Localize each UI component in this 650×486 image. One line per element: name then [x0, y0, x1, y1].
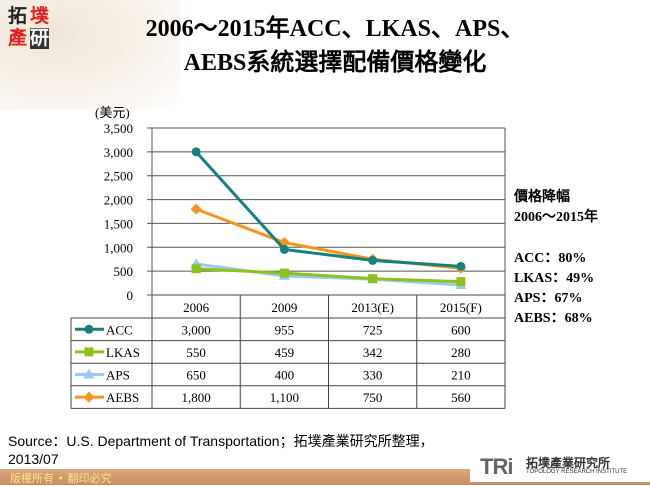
notes-item: LKAS：49% — [514, 271, 595, 286]
data-point-acc — [279, 244, 289, 254]
price-drop-notes: 價格降幅 2006～2015年 ACC：80% LKAS：49% APS：67%… — [514, 188, 598, 329]
logo-char: 產 — [8, 27, 28, 49]
legend-label: LKAS — [106, 345, 140, 360]
brand-mark: TRi — [480, 454, 513, 479]
logo-char: 墣 — [30, 5, 50, 27]
source-note: Source：U.S. Department of Transportation… — [8, 432, 434, 468]
table-cell: 560 — [451, 390, 471, 405]
table-cell: 1,800 — [182, 390, 211, 405]
data-point-acc — [191, 147, 201, 157]
legend-marker-aps — [83, 368, 95, 379]
table-cell: 1,100 — [270, 390, 299, 405]
legend-label: ACC — [106, 322, 133, 337]
notes-period: 2006～2015年 — [514, 210, 598, 225]
x-tick-label: 2006 — [183, 300, 210, 315]
y-tick-label: 3,500 — [104, 121, 133, 136]
background-map — [0, 0, 180, 110]
data-point-lkas — [191, 264, 201, 274]
series-line-lkas — [196, 267, 461, 284]
x-tick-label: 2009 — [271, 300, 297, 315]
table-cell: 330 — [363, 368, 383, 383]
table-cell: 400 — [275, 368, 295, 383]
page-title: 2006～2015年ACC、LKAS、APS、 AEBS系統選擇配備價格變化 — [90, 12, 580, 80]
title-line-2: AEBS系統選擇配備價格變化 — [183, 50, 487, 76]
x-tick-label: 2013(E) — [351, 300, 394, 315]
notes-heading: 價格降幅 — [514, 190, 570, 205]
table-cell: 750 — [363, 390, 383, 405]
x-tick-label: 2015(F) — [440, 300, 482, 315]
legend-marker-acc — [84, 324, 94, 334]
table-cell: 3,000 — [182, 322, 211, 337]
table-cell: 459 — [275, 345, 295, 360]
table-cell: 210 — [451, 368, 471, 383]
table-cell: 600 — [451, 322, 471, 337]
brand-logo: TRi 拓墣產業研究所 TOPOLOGY RESEARCH INSTITUTE — [470, 452, 650, 482]
logo-char: 拓 — [8, 5, 28, 27]
series-line-aebs — [195, 207, 462, 270]
table-cell: 550 — [186, 345, 206, 360]
legend-label: APS — [106, 368, 130, 383]
copyright: 版權所有 • 翻印必究 — [10, 472, 112, 485]
y-tick-label: 500 — [114, 264, 134, 279]
table-cell: 342 — [363, 345, 383, 360]
notes-item: ACC：80% — [514, 251, 587, 266]
series-line-acc — [195, 150, 461, 268]
data-point-lkas — [279, 268, 289, 278]
data-point-acc — [368, 255, 378, 265]
title-line-1: 2006～2015年ACC、LKAS、APS、 — [145, 16, 525, 42]
table-cell: 650 — [186, 368, 206, 383]
legend-marker-aebs — [83, 391, 95, 403]
logo: 拓 墣 產 研 — [8, 6, 52, 50]
brand-name-cn: 拓墣產業研究所 — [526, 456, 611, 470]
logo-char: 研 — [30, 27, 50, 49]
brand-name-en: TOPOLOGY RESEARCH INSTITUTE — [526, 469, 628, 475]
data-point-acc — [456, 261, 466, 271]
y-tick-label: 1,000 — [104, 240, 133, 255]
table-cell: 280 — [451, 345, 471, 360]
table-cell: 725 — [363, 322, 383, 337]
legend-marker-lkas — [84, 347, 94, 357]
y-tick-label: 3,000 — [104, 145, 133, 160]
data-point-lkas — [368, 274, 378, 284]
y-tick-label: 2,000 — [104, 193, 133, 208]
notes-item: AEBS：68% — [514, 311, 593, 326]
y-tick-label: 2,500 — [104, 169, 133, 184]
notes-item: APS：67% — [514, 291, 583, 306]
source-line-2: 2013/07 — [8, 451, 59, 467]
y-tick-label: 0 — [127, 288, 134, 303]
y-axis-label: (美元) — [95, 105, 130, 120]
data-point-lkas — [456, 277, 466, 287]
line-chart: (美元) 0 500 1,000 1,500 2,000 2,500 3,000 3,500 20… — [70, 105, 506, 409]
source-line-1: Source：U.S. Department of Transportation… — [8, 433, 434, 449]
table-cell: 955 — [275, 322, 295, 337]
legend-label: AEBS — [106, 390, 139, 405]
y-tick-label: 1,500 — [104, 216, 133, 231]
data-point-aebs — [190, 203, 202, 215]
